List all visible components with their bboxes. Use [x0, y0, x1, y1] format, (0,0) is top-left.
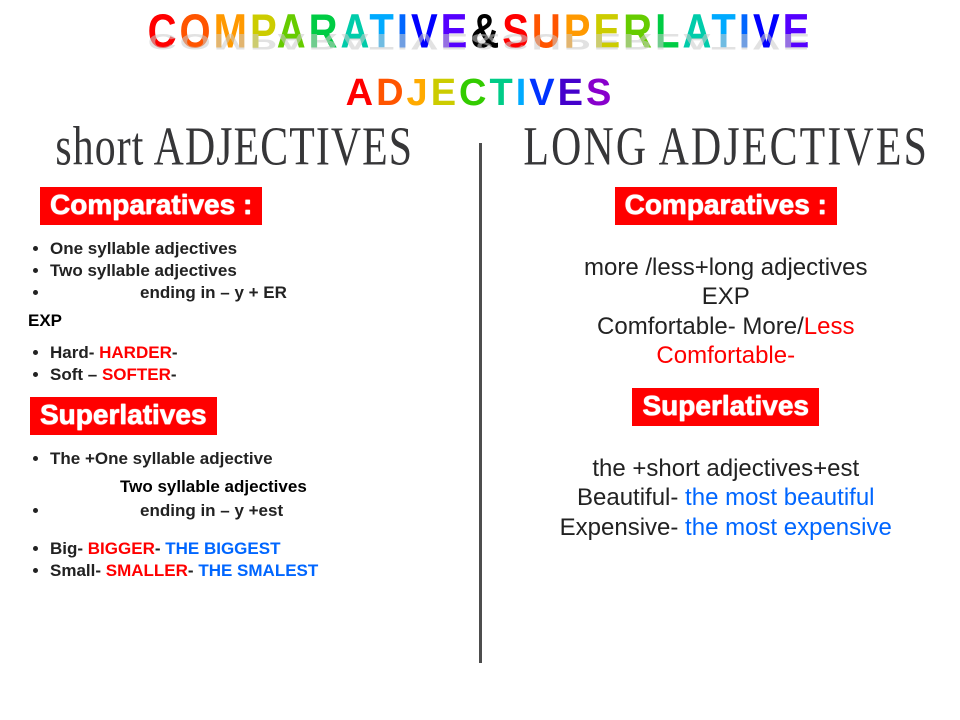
left-comp-examples: Hard- HARDER-Soft – SOFTER- [10, 343, 459, 385]
right-comparatives-badge: Comparatives : [615, 187, 837, 225]
right-superlatives-badge: Superlatives [632, 388, 819, 426]
right-heading: LONG ADJECTIVES [479, 115, 960, 179]
left-sup-rules: The +One syllable adjective [10, 449, 459, 469]
exp-label: EXP [28, 311, 459, 331]
main-title-shadow: COMPARATIVE&SUPERLATIVE [10, 28, 950, 53]
left-comparatives-badge: Comparatives : [40, 187, 262, 225]
left-sup-examples: Big- BIGGER- THE BIGGESTSmall- SMALLER- … [10, 539, 459, 581]
right-sup-text: the +short adjectives+est Beautiful- the… [502, 454, 951, 542]
left-comp-rules: One syllable adjectives Two syllable adj… [10, 239, 459, 303]
left-heading: short ADJECTIVES [0, 115, 481, 179]
main-title-line2: ADJECTIVES [346, 72, 615, 114]
right-comp-text: more /less+long adjectives EXP Comfortab… [502, 253, 951, 370]
left-superlatives-badge: Superlatives [30, 397, 217, 435]
column-divider [479, 143, 482, 663]
